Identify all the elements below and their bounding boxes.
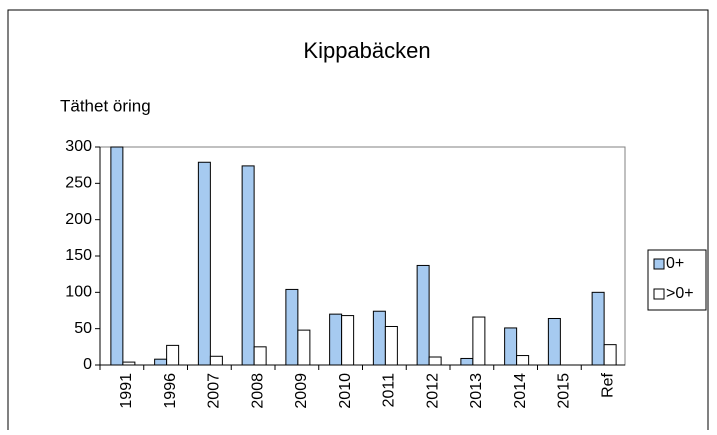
x-tick-label: 2013: [468, 373, 485, 409]
x-tick-label: 1996: [162, 373, 179, 409]
y-tick-label: 150: [65, 247, 92, 264]
x-tick-label: 2009: [293, 373, 310, 409]
x-tick-label: 2007: [206, 373, 223, 409]
legend-label: 0+: [666, 255, 684, 272]
bar: [428, 356, 442, 366]
bar: [197, 161, 211, 366]
bar: [166, 344, 180, 366]
y-tick-label: 100: [65, 284, 92, 301]
bar: [384, 325, 398, 366]
legend-swatch: [653, 258, 665, 270]
y-tick-label: 50: [74, 320, 92, 337]
y-tick-label: 250: [65, 175, 92, 192]
bar: [297, 329, 311, 366]
bar: [285, 288, 299, 366]
chart-title: Kippabäcken: [303, 38, 430, 63]
bar: [460, 357, 474, 366]
bar: [209, 355, 223, 366]
bar: [416, 264, 430, 366]
bar: [110, 146, 124, 366]
bar: [253, 346, 267, 366]
bar: [329, 313, 343, 366]
x-tick-label: 2008: [249, 373, 266, 409]
bar: [241, 165, 255, 366]
x-tick-label: Ref: [599, 372, 616, 397]
bar: [504, 327, 518, 366]
x-tick-label: 2012: [424, 373, 441, 409]
x-tick-label: 1991: [118, 373, 135, 409]
legend-swatch: [653, 288, 665, 300]
bar: [122, 361, 136, 366]
bar: [516, 355, 530, 366]
bar: [591, 291, 605, 366]
bar: [154, 358, 168, 366]
x-tick-label: 2014: [512, 373, 529, 409]
bar: [372, 310, 386, 366]
y-tick-label: 0: [83, 356, 92, 373]
x-tick-label: 2011: [381, 373, 398, 408]
bar: [603, 344, 617, 366]
bar: [341, 315, 355, 366]
y-tick-label: 200: [65, 211, 92, 228]
x-tick-label: 2010: [337, 373, 354, 409]
bar: [547, 317, 561, 366]
y-tick-label: 300: [65, 138, 92, 155]
y-axis-label: Täthet öring: [60, 96, 151, 115]
legend-label: >0+: [666, 285, 694, 302]
bar: [472, 316, 486, 366]
x-tick-label: 2015: [556, 373, 573, 409]
